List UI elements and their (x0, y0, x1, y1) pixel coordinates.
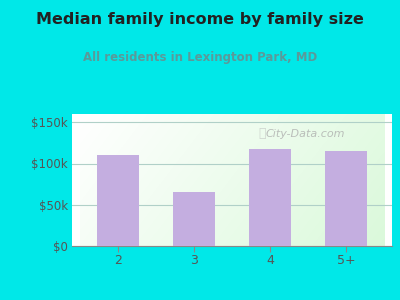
Bar (97, 155, 139, 246)
Text: City-Data.com: City-Data.com (266, 129, 345, 139)
Bar (249, 148, 291, 246)
Text: Median family income by family size: Median family income by family size (36, 12, 364, 27)
Bar (173, 192, 215, 246)
Bar (325, 151, 367, 246)
Text: All residents in Lexington Park, MD: All residents in Lexington Park, MD (83, 51, 317, 64)
Text: ⓘ: ⓘ (259, 127, 266, 140)
